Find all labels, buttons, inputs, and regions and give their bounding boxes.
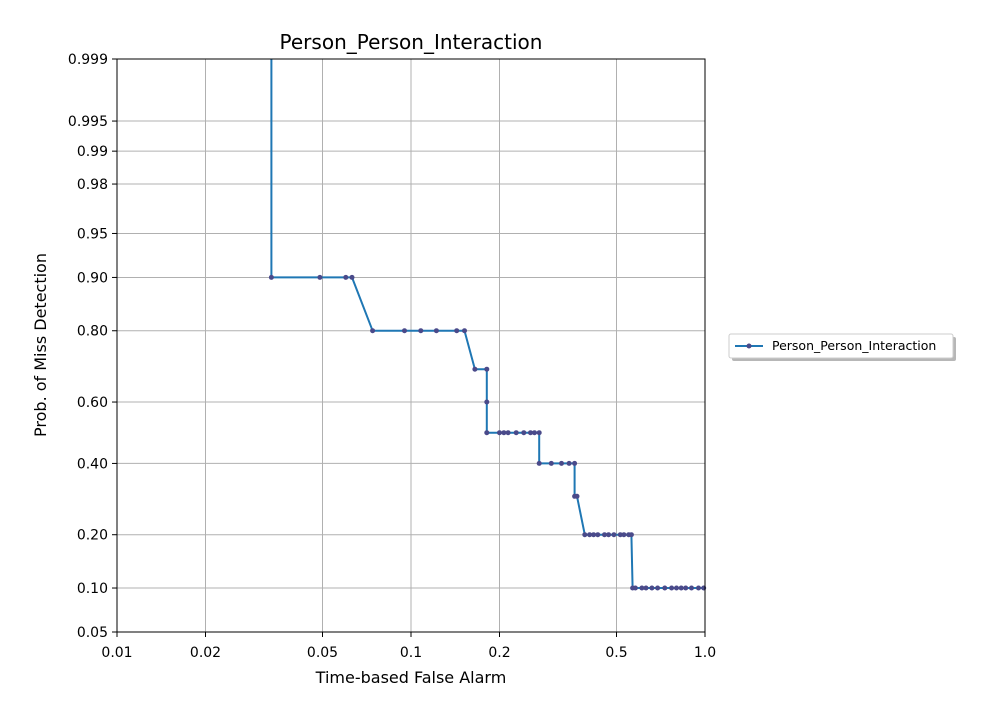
data-point (611, 532, 617, 538)
data-point (591, 532, 597, 538)
x-tick-label: 0.2 (488, 645, 510, 661)
x-axis-ticks: 0.01 0.02 0.05 0.1 0.2 0.5 1.0 (101, 632, 716, 661)
y-axis-label: Prob. of Miss Detection (31, 253, 50, 437)
data-point (655, 585, 661, 591)
y-tick-label: 0.20 (77, 528, 108, 544)
data-point (649, 585, 655, 591)
y-tick-label: 0.95 (77, 226, 108, 242)
y-tick-label: 0.995 (68, 114, 108, 130)
data-point (662, 585, 668, 591)
y-tick-label: 0.05 (77, 625, 108, 641)
x-tick-label: 0.1 (400, 645, 422, 661)
legend: Person_Person_Interaction (728, 333, 956, 361)
data-point (628, 532, 634, 538)
y-tick-label: 0.60 (77, 395, 108, 411)
data-point (621, 532, 627, 538)
data-point (536, 430, 542, 436)
data-point (674, 585, 679, 591)
y-axis-ticks: 0.05 0.10 0.20 0.40 0.60 0.80 0.90 0.95 0.98 0.99… (68, 52, 117, 641)
data-point (472, 366, 478, 372)
x-tick-label: 0.01 (101, 645, 132, 661)
data-point (669, 585, 675, 591)
data-point (343, 274, 349, 280)
chart-title: Person_Person_Interaction (280, 30, 543, 54)
y-tick-label: 0.98 (77, 177, 108, 193)
data-point (574, 493, 580, 499)
y-tick-label: 0.40 (77, 456, 108, 472)
x-tick-label: 0.5 (605, 645, 627, 661)
data-point (689, 585, 694, 591)
x-axis-label: Time-based False Alarm (315, 668, 507, 687)
data-point (572, 460, 578, 466)
data-point (678, 585, 684, 591)
x-tick-label: 0.05 (307, 645, 338, 661)
data-point (548, 460, 554, 466)
legend-marker-swatch (746, 343, 752, 349)
y-tick-label: 0.999 (68, 52, 108, 68)
legend-label: Person_Person_Interaction (772, 338, 936, 353)
data-point (632, 585, 638, 591)
data-point (268, 274, 274, 280)
series-layer (268, 59, 707, 591)
data-point (532, 430, 537, 436)
data-point (433, 328, 439, 334)
data-point (497, 430, 502, 436)
data-point (505, 430, 511, 436)
data-point (643, 585, 649, 591)
data-point (462, 328, 467, 334)
data-point (418, 328, 424, 334)
data-point (501, 430, 507, 436)
data-point (536, 460, 542, 466)
data-point (683, 585, 689, 591)
data-point (317, 274, 323, 280)
y-tick-label: 0.10 (77, 581, 108, 597)
data-point (349, 274, 355, 280)
data-point (587, 532, 593, 538)
data-point (513, 430, 519, 436)
data-point (696, 585, 701, 591)
data-point (602, 532, 607, 538)
x-tick-label: 1.0 (694, 645, 716, 661)
data-point (606, 532, 612, 538)
data-point (617, 532, 623, 538)
x-tick-label: 0.02 (190, 645, 221, 661)
data-point (595, 532, 601, 538)
data-point (521, 430, 527, 436)
data-point (566, 460, 572, 466)
data-point (484, 366, 490, 372)
data-point (402, 328, 407, 334)
data-point (454, 328, 460, 334)
data-point (370, 328, 376, 334)
data-point (528, 430, 533, 436)
y-tick-label: 0.99 (77, 144, 108, 160)
data-point (559, 460, 564, 466)
grid-lines (116, 58, 706, 633)
y-tick-label: 0.80 (77, 324, 108, 340)
data-point (484, 430, 490, 436)
data-point (639, 585, 645, 591)
data-point (582, 532, 588, 538)
legend-box (728, 333, 954, 359)
data-point (484, 399, 490, 405)
y-tick-label: 0.90 (77, 270, 108, 286)
